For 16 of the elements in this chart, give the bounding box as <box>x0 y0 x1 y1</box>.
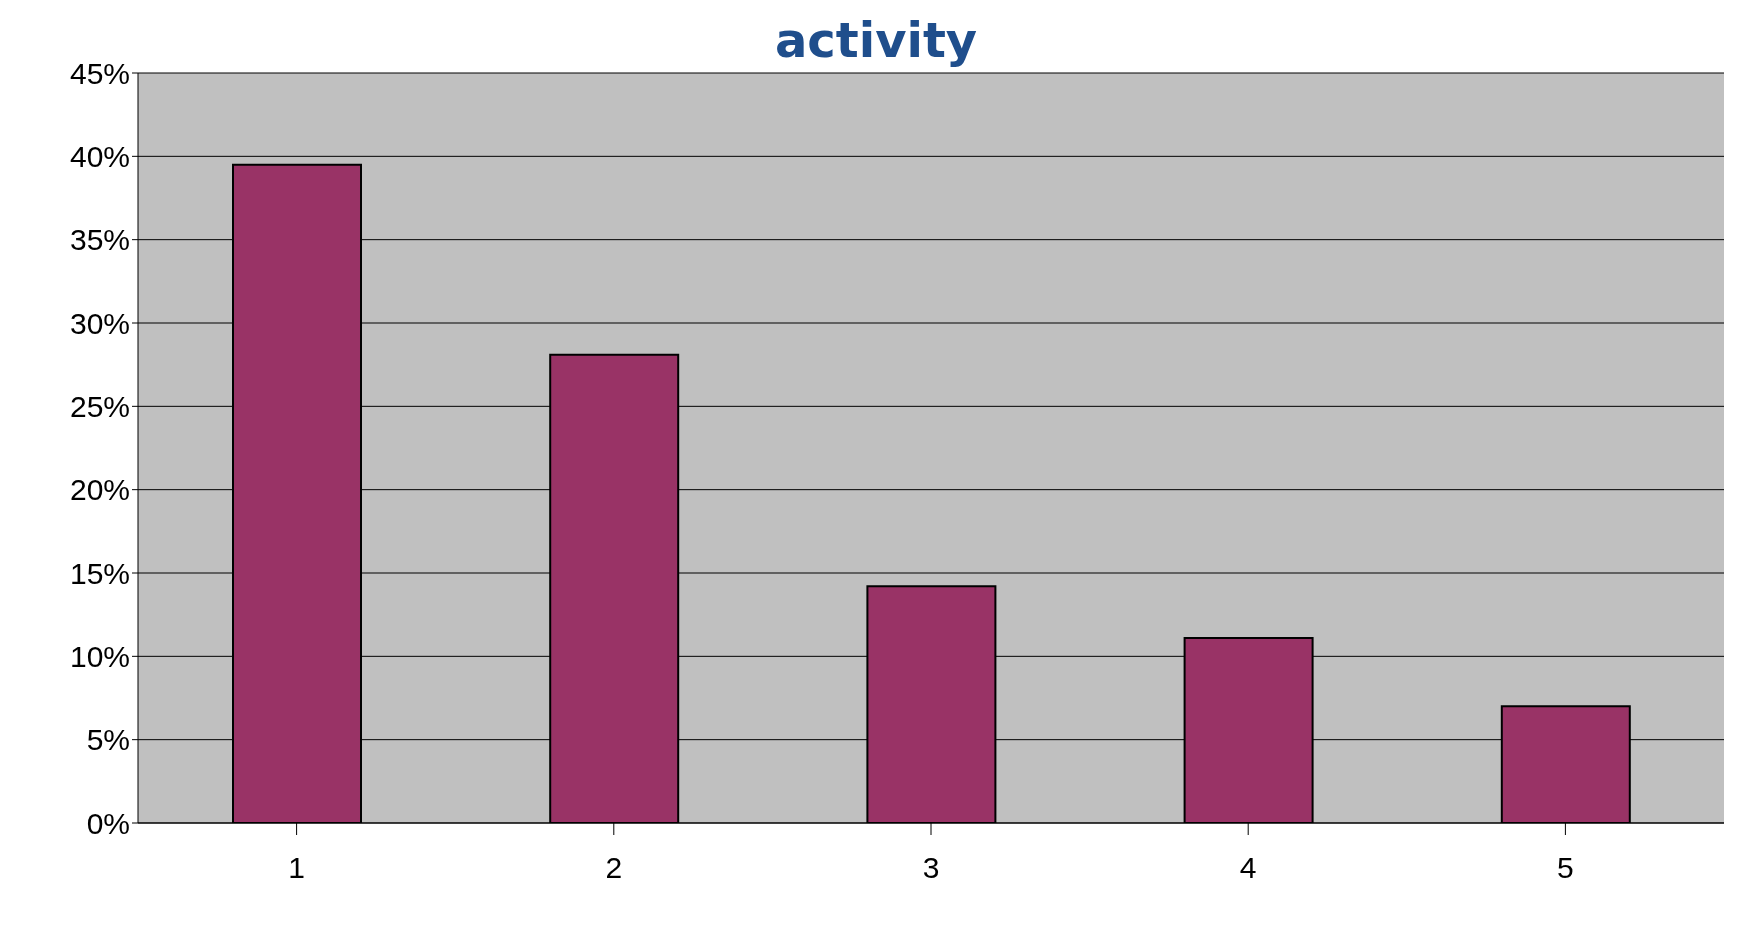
y-tick-label: 40% <box>69 139 130 173</box>
x-tick-label: 3 <box>922 851 940 885</box>
chart-title: activity <box>774 12 978 68</box>
y-tick-label: 25% <box>69 389 130 423</box>
y-tick-label: 10% <box>69 639 130 673</box>
x-tick-label: 1 <box>288 851 305 885</box>
x-tick-label: 2 <box>605 851 623 885</box>
y-tick-label: 20% <box>69 473 130 507</box>
y-tick-label: 45% <box>69 56 130 90</box>
y-tick-label: 30% <box>69 306 130 340</box>
y-tick-label: 15% <box>69 556 130 590</box>
x-tick-label: 5 <box>1557 851 1574 885</box>
y-tick-label: 5% <box>86 723 130 757</box>
y-tick-label: 0% <box>86 806 130 840</box>
x-tick-label: 4 <box>1239 851 1257 885</box>
y-tick-label: 35% <box>69 223 130 257</box>
